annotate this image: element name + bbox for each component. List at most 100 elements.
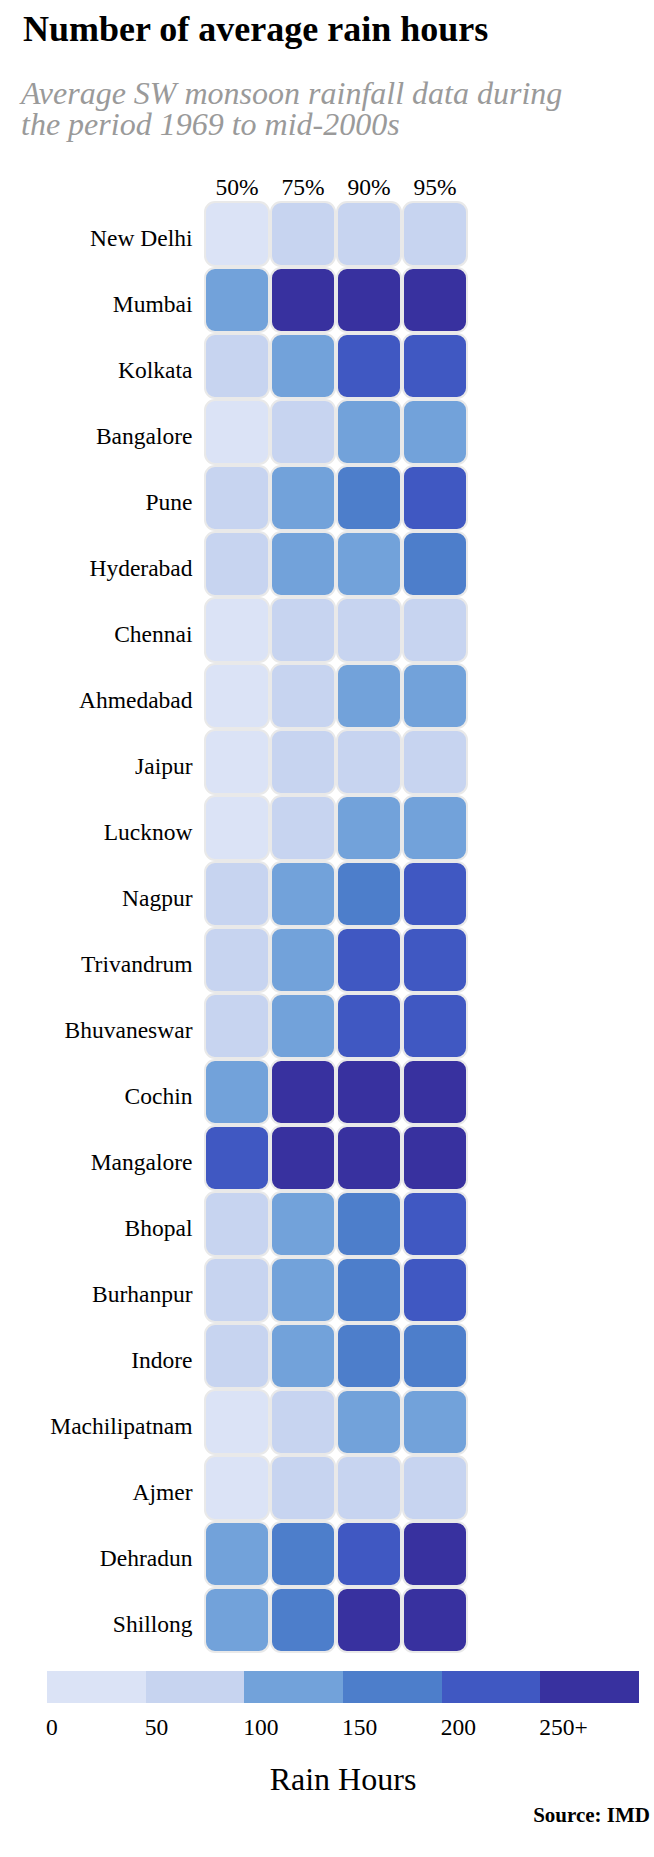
legend-label: 100 [243, 1716, 278, 1740]
source-note: Source: IMD [533, 1805, 650, 1826]
heatmap-cell [402, 201, 468, 267]
heatmap-cell [204, 1323, 270, 1389]
row-label: Indore [0, 1327, 193, 1393]
heatmap-cell [402, 1587, 468, 1653]
row-label: Mangalore [0, 1129, 193, 1195]
heatmap-cell [270, 993, 336, 1059]
legend-axis-title: Rain Hours [47, 1763, 639, 1795]
heatmap-cell [270, 267, 336, 333]
heatmap-cell [336, 399, 402, 465]
heatmap-cell [270, 795, 336, 861]
heatmap-cell [270, 1455, 336, 1521]
heatmap-cell [402, 1257, 468, 1323]
heatmap-cell [336, 531, 402, 597]
row-label: Hyderabad [0, 535, 193, 601]
heatmap-cell [270, 597, 336, 663]
heatmap-cell [204, 993, 270, 1059]
row-label: Ahmedabad [0, 667, 193, 733]
heatmap-cell [204, 927, 270, 993]
column-header-90%: 90% [336, 163, 402, 201]
heatmap-cell [336, 1587, 402, 1653]
legend-label: 250+ [539, 1716, 588, 1740]
heatmap-cell [402, 1125, 468, 1191]
heatmap-cell [270, 927, 336, 993]
heatmap-cell [204, 1455, 270, 1521]
heatmap-cell [270, 1521, 336, 1587]
heatmap-cell [336, 729, 402, 795]
page-title: Number of average rain hours [23, 11, 488, 47]
heatmap-cell [336, 465, 402, 531]
heatmap-cell [336, 1323, 402, 1389]
heatmap-cell [402, 927, 468, 993]
heatmap-cell [270, 333, 336, 399]
heatmap-cell [204, 1257, 270, 1323]
row-label: Burhanpur [0, 1261, 193, 1327]
heatmap-cell [336, 1521, 402, 1587]
heatmap-cell [336, 663, 402, 729]
row-label: Bhopal [0, 1195, 193, 1261]
heatmap-cell [336, 861, 402, 927]
row-label: Lucknow [0, 799, 193, 865]
heatmap-cell [402, 1323, 468, 1389]
heatmap-cell [402, 729, 468, 795]
heatmap-cell [204, 399, 270, 465]
heatmap-cell [402, 993, 468, 1059]
heatmap-cell [270, 861, 336, 927]
legend-label: 0 [46, 1716, 58, 1740]
heatmap-cell [336, 795, 402, 861]
heatmap-cell [402, 267, 468, 333]
row-label: Bangalore [0, 403, 193, 469]
heatmap-cell [270, 663, 336, 729]
row-label: Trivandrum [0, 931, 193, 997]
column-header-75%: 75% [270, 163, 336, 201]
heatmap-cell [204, 1191, 270, 1257]
row-label: Shillong [0, 1591, 193, 1657]
subtitle-line-1: Average SW monsoon rainfall data during [21, 78, 562, 109]
row-label: Machilipatnam [0, 1393, 193, 1459]
column-header-95%: 95% [402, 163, 468, 201]
heatmap-cell [204, 1059, 270, 1125]
heatmap-cell [402, 333, 468, 399]
heatmap-cell [402, 663, 468, 729]
row-label: Jaipur [0, 733, 193, 799]
heatmap-cell [336, 1191, 402, 1257]
heatmap-cell [204, 201, 270, 267]
heatmap-cell [270, 531, 336, 597]
heatmap-cell [402, 1455, 468, 1521]
heatmap-cell [270, 1587, 336, 1653]
heatmap-cell [204, 1521, 270, 1587]
row-label: Pune [0, 469, 193, 535]
heatmap-cell [402, 465, 468, 531]
row-label: Nagpur [0, 865, 193, 931]
legend-bar [47, 1671, 639, 1703]
row-labels: New DelhiMumbaiKolkataBangalorePuneHyder… [0, 201, 193, 1653]
heatmap-cell [270, 1191, 336, 1257]
heatmap-cell [270, 729, 336, 795]
legend-label: 50 [145, 1716, 169, 1740]
heatmap-cell [204, 1389, 270, 1455]
chart-subtitle: Average SW monsoon rainfall data during … [21, 78, 562, 140]
column-header-50%: 50% [204, 163, 270, 201]
heatmap-cell [204, 729, 270, 795]
heatmap-cell [402, 1521, 468, 1587]
subtitle-line-2: the period 1969 to mid-2000s [21, 109, 562, 140]
heatmap-cell [336, 1455, 402, 1521]
row-label: Kolkata [0, 337, 193, 403]
heatmap-cell [204, 861, 270, 927]
heatmap-cell [336, 1125, 402, 1191]
legend-segment [47, 1671, 146, 1703]
heatmap-cell [336, 1389, 402, 1455]
heatmap-cell [336, 993, 402, 1059]
heatmap-cell [204, 531, 270, 597]
legend-segment [244, 1671, 343, 1703]
row-label: New Delhi [0, 205, 193, 271]
heatmap-cell [402, 1191, 468, 1257]
heatmap-cell [402, 861, 468, 927]
heatmap-cell [204, 465, 270, 531]
row-label: Chennai [0, 601, 193, 667]
heatmap-cell [204, 267, 270, 333]
heatmap-cell [270, 1257, 336, 1323]
heatmap-cell [402, 795, 468, 861]
heatmap-cell [204, 1587, 270, 1653]
heatmap-cell [270, 201, 336, 267]
